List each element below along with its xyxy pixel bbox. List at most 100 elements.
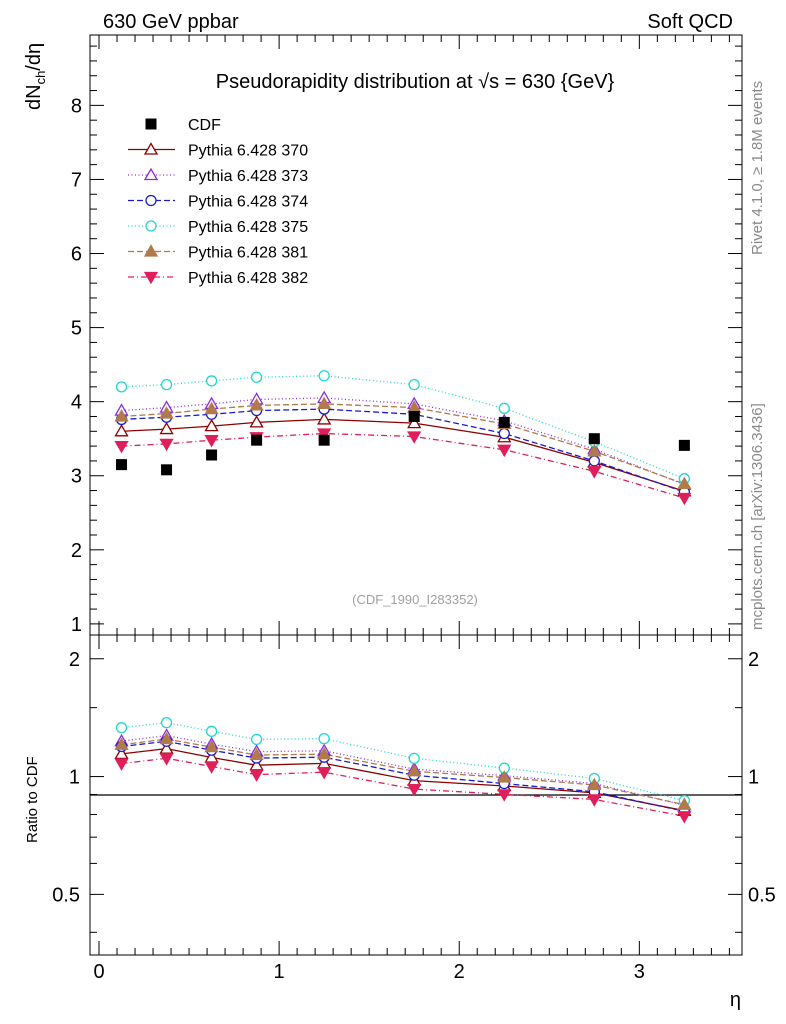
ratio-point-3	[250, 733, 263, 746]
series-point-5	[317, 428, 332, 441]
ratio-point-5	[317, 767, 332, 780]
series-point-0	[317, 412, 332, 425]
series-point-0	[159, 421, 174, 435]
series-line-1	[121, 397, 685, 486]
rivet-version-label: Rivet 4.1.0, ≥ 1.8M events	[749, 81, 766, 255]
ratio-line-4	[121, 738, 685, 806]
ratio-point-4	[407, 763, 422, 777]
ratio-tick-label-right: 1	[748, 767, 759, 789]
axis-ticks	[90, 35, 742, 955]
series-point-5	[159, 438, 174, 452]
series-point-5	[114, 440, 129, 454]
x-tick-label: 0	[93, 961, 104, 983]
cdf-data-point	[318, 434, 330, 446]
legend-label-5: Pythia 6.428 382	[188, 270, 308, 287]
ratio-point-3	[318, 732, 330, 745]
series-point-3	[115, 381, 128, 393]
tick-labels: 0 1 2 3 1 2 3 4 5 6 7 8 0.5 0.5 1 1 2 2	[52, 95, 776, 983]
ratio-point-4	[249, 747, 264, 761]
legend-label-1: Pythia 6.428 373	[188, 168, 308, 185]
series-point-5	[204, 435, 219, 448]
series-point-3	[205, 375, 218, 387]
cdf-data-point	[678, 439, 690, 451]
header-left: 630 GeV ppbar	[103, 11, 239, 33]
y-tick-label: 8	[71, 95, 82, 117]
series-point-4	[677, 476, 692, 490]
ratio-point-3	[115, 722, 128, 734]
series-point-5	[407, 431, 422, 444]
series-point-5	[587, 466, 602, 479]
x-tick-label: 2	[454, 961, 465, 983]
x-tick-label: 1	[274, 961, 285, 983]
cdf-data-point	[206, 449, 218, 461]
ratio-series-lines	[121, 721, 685, 817]
series-line-3	[121, 375, 685, 480]
ratio-point-3	[160, 716, 173, 729]
series-point-0	[114, 423, 129, 437]
y-tick-label: 7	[71, 169, 82, 191]
series-point-3	[408, 378, 420, 391]
x-axis-label: η	[730, 989, 741, 1011]
legend-marker-cdf	[145, 118, 157, 130]
series-point-5	[677, 492, 692, 506]
series-point-5	[497, 444, 512, 458]
y-tick-label: 1	[71, 614, 82, 636]
series-line-5	[121, 432, 685, 499]
ratio-tick-label: 2	[69, 649, 80, 671]
ratio-tick-label-right: 0.5	[748, 884, 776, 906]
legend-label-2: Pythia 6.428 374	[188, 194, 308, 211]
ratio-point-3	[408, 752, 420, 764]
ratio-point-4	[204, 739, 219, 753]
series-point-3	[160, 378, 173, 391]
series-point-2	[588, 455, 600, 467]
ratio-axis-label: Ratio to CDF	[24, 756, 41, 843]
y-tick-label: 4	[71, 392, 82, 414]
series-point-4	[204, 401, 219, 415]
x-tick-label: 3	[634, 961, 645, 983]
ratio-point-5	[587, 794, 602, 807]
legend-label-cdf: CDF	[188, 117, 221, 134]
y-tick-label: 2	[71, 540, 82, 562]
y-tick-label: 5	[71, 318, 82, 340]
series-point-4	[159, 406, 174, 419]
cdf-data-point	[251, 434, 263, 446]
cdf-data-point	[161, 464, 173, 476]
ratio-point-4	[114, 737, 129, 750]
legend-marker-4	[143, 244, 159, 257]
chart-title: Pseudorapidity distribution at √s = 630 …	[216, 71, 615, 93]
ratio-point-4	[317, 746, 332, 760]
series-point-2	[498, 427, 510, 440]
legend-marker-2	[145, 194, 157, 207]
ratio-point-5	[159, 753, 174, 766]
ratio-point-5	[677, 811, 692, 824]
series-line-4	[121, 403, 685, 485]
ratio-tick-label: 0.5	[52, 884, 80, 906]
cdf-data-point	[116, 459, 128, 471]
cdf-data-point	[588, 433, 600, 445]
series-point-3	[318, 370, 330, 382]
legend-marker-1	[143, 167, 159, 181]
legend-label-0: Pythia 6.428 370	[188, 143, 308, 160]
analysis-watermark: (CDF_1990_I283352)	[352, 592, 478, 607]
cdf-data-point	[498, 416, 510, 428]
series-point-3	[250, 371, 263, 383]
ratio-tick-label-right: 2	[748, 649, 759, 671]
ratio-point-5	[497, 789, 512, 802]
legend-marker-5	[143, 271, 159, 285]
series-point-0	[407, 415, 422, 429]
series-point-4	[114, 409, 129, 422]
ratio-point-5	[204, 761, 219, 774]
ratio-tick-label: 1	[69, 767, 80, 789]
ratio-point-0	[114, 746, 129, 760]
data-markers	[114, 370, 692, 824]
ratio-point-4	[159, 731, 174, 745]
ratio-point-5	[407, 783, 422, 797]
ratio-point-5	[249, 769, 264, 782]
legend: CDF Pythia 6.428 370 Pythia 6.428 373 Pythi…	[128, 117, 308, 287]
series-point-0	[249, 415, 264, 428]
cdf-data-point	[408, 410, 420, 422]
ratio-point-5	[114, 758, 129, 771]
series-line-2	[121, 408, 685, 493]
ratio-point-4	[587, 777, 602, 791]
